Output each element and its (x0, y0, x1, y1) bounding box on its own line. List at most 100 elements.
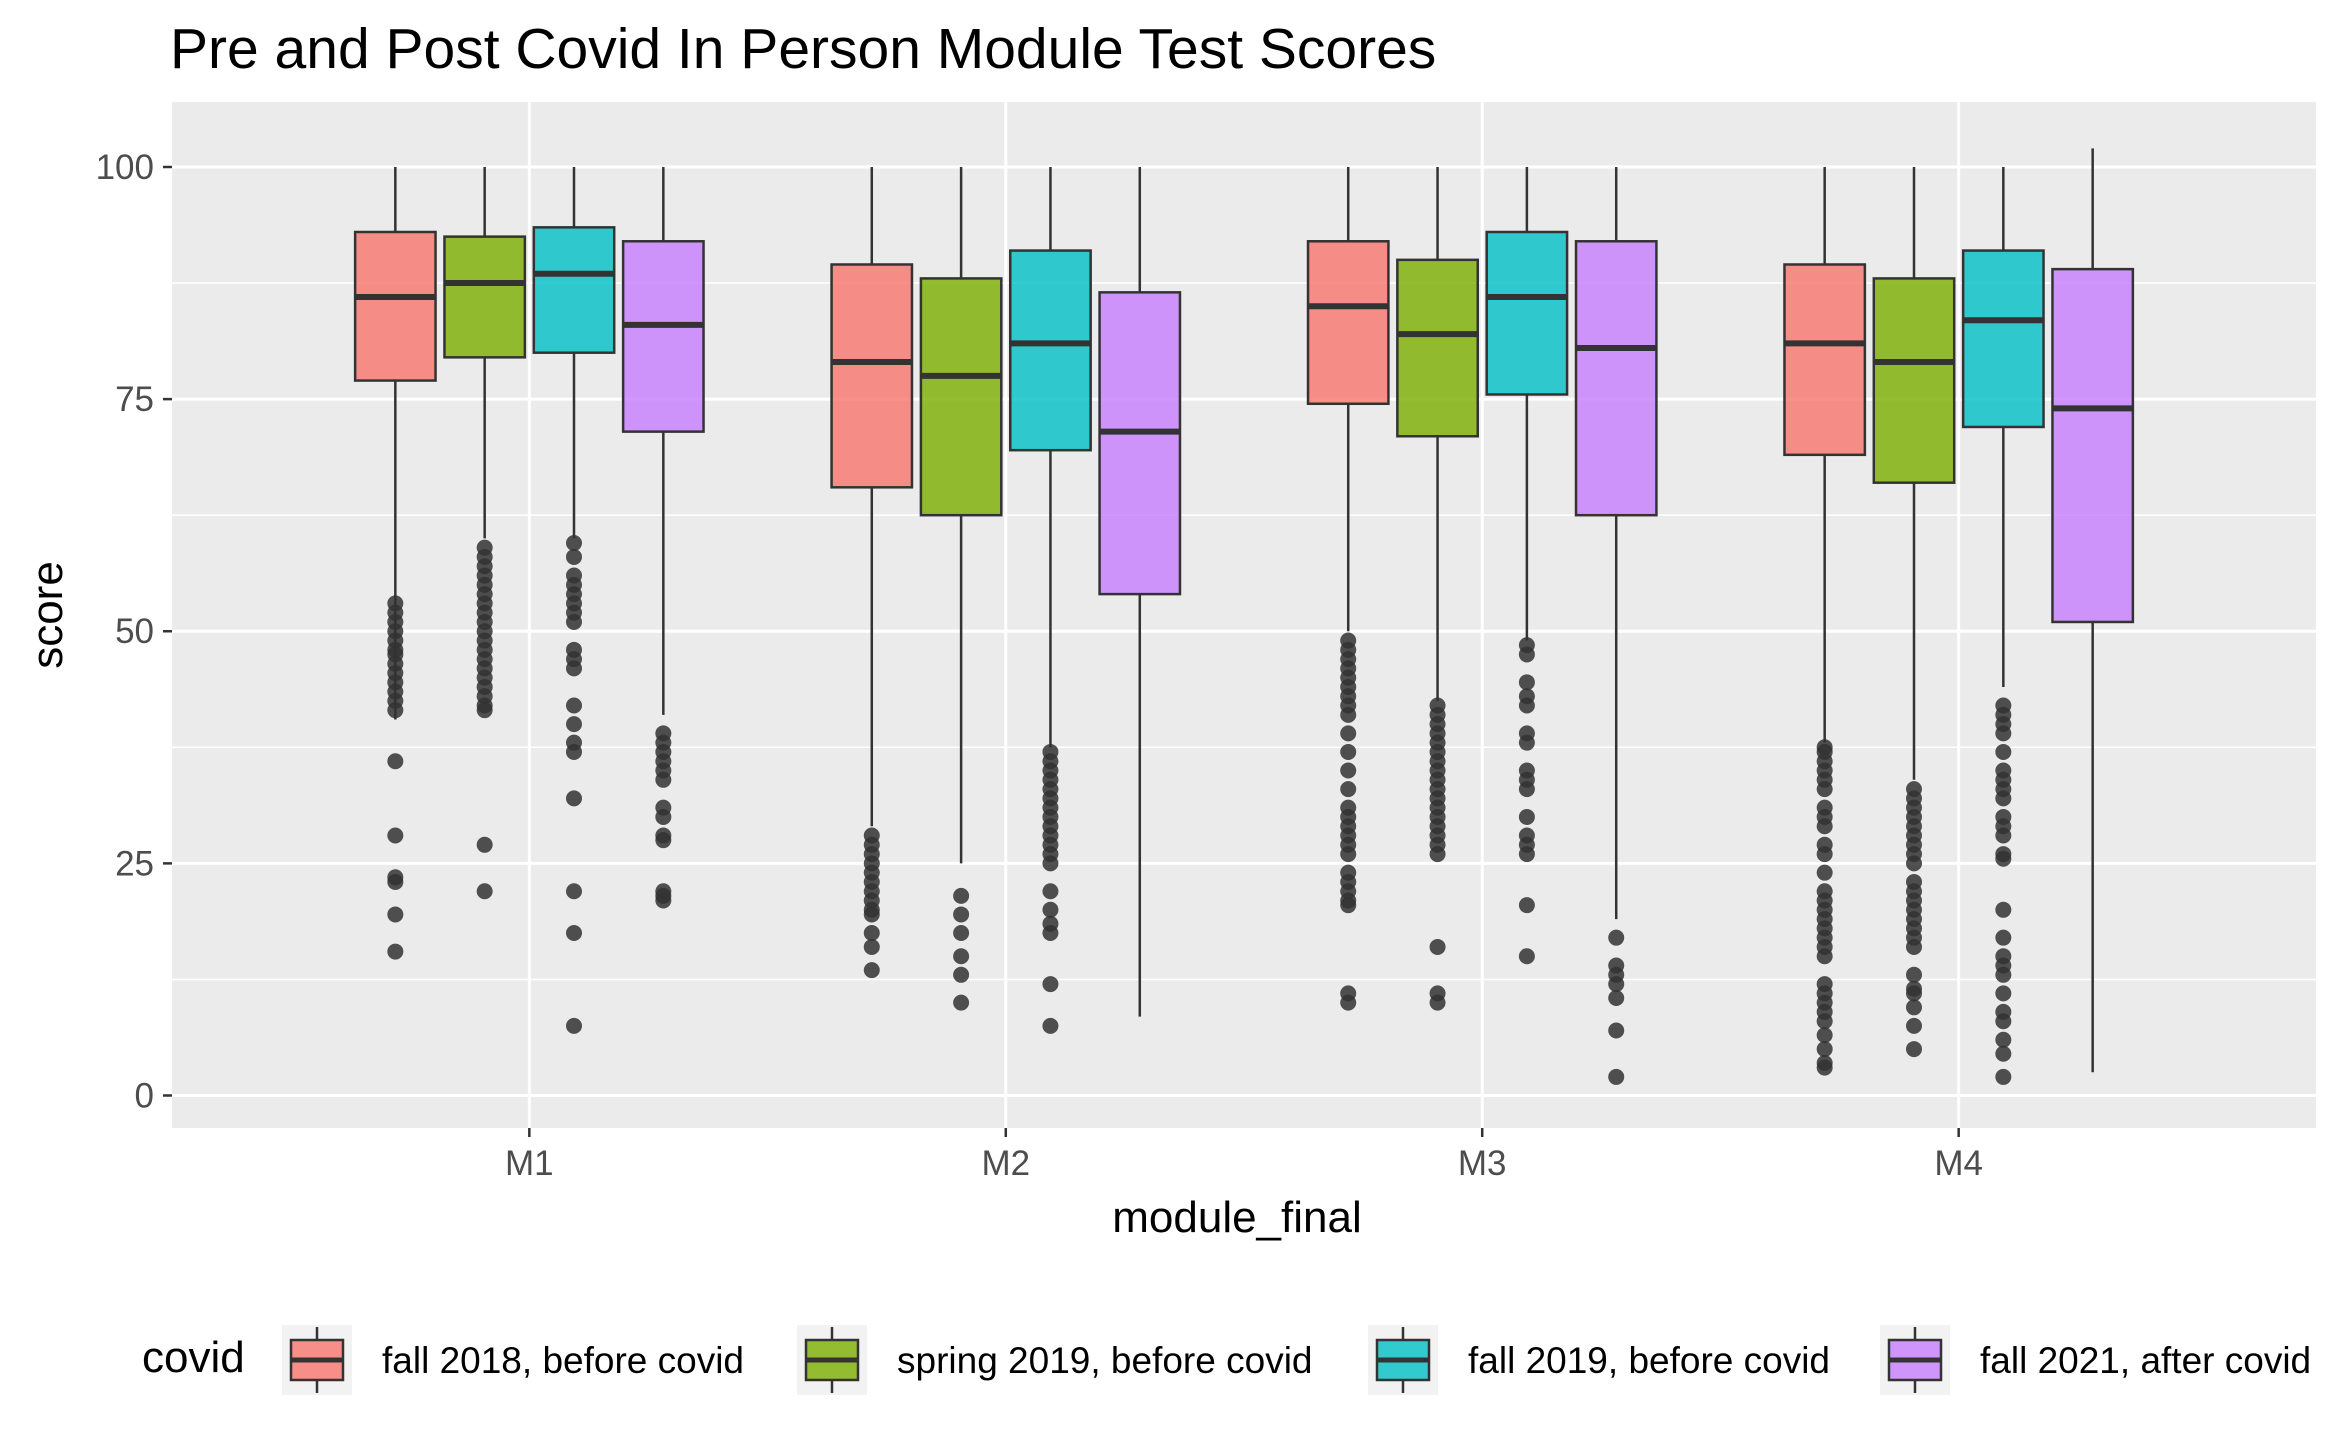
outlier-point (1608, 976, 1625, 993)
outlier-point (1816, 818, 1833, 835)
outlier-point (387, 943, 404, 960)
box-body (443, 235, 527, 359)
outlier-point (1995, 901, 2012, 918)
legend-label: fall 2019, before covid (1468, 1340, 1830, 1381)
outlier-point (1816, 781, 1833, 798)
outlier-point (1816, 948, 1833, 965)
box (621, 166, 705, 909)
outlier-point (953, 887, 970, 904)
box (919, 166, 1003, 1011)
chart-title: Pre and Post Covid In Person Module Test… (170, 17, 1436, 81)
grid-lines (172, 102, 2316, 1128)
outlier-point (1995, 790, 2012, 807)
box (1485, 166, 1569, 965)
legend-item: fall 2021, after covid (1880, 1325, 2311, 1395)
outlier-point (1816, 1027, 1833, 1044)
box (1396, 166, 1480, 1011)
outlier-point (1340, 706, 1357, 723)
outlier-point (1906, 985, 1922, 1002)
legend-title: covid (142, 1333, 245, 1382)
outlier-point (655, 892, 672, 909)
outlier-point (1995, 1031, 2012, 1048)
outlier-point (1608, 990, 1625, 1007)
outlier-point (476, 883, 493, 900)
series-group (443, 166, 1956, 1058)
outlier-point (953, 906, 970, 923)
outlier-point (1042, 1017, 1059, 1034)
legend-label: fall 2018, before covid (382, 1340, 744, 1381)
outlier-point (566, 613, 582, 630)
series-group (621, 148, 2135, 1085)
outlier-point (1608, 1068, 1625, 1085)
box (1574, 166, 1658, 1085)
box-body (1961, 249, 2045, 429)
outlier-point (1906, 999, 1922, 1016)
box (353, 166, 437, 960)
y-tick-label: 75 (115, 380, 154, 419)
x-tick-label: M3 (1458, 1144, 1507, 1183)
legend-label: fall 2021, after covid (1980, 1340, 2311, 1381)
outlier-point (1906, 966, 1922, 983)
outlier-point (566, 925, 582, 942)
box (532, 166, 616, 1034)
outlier-point (1995, 827, 2012, 844)
outlier-point (1995, 985, 2012, 1002)
outlier-point (1518, 846, 1535, 863)
outlier-point (566, 883, 582, 900)
box (1098, 166, 1182, 1017)
outlier-point (1995, 929, 2012, 946)
legend-item: spring 2019, before covid (797, 1325, 1313, 1395)
outlier-point (1906, 1017, 1922, 1034)
outlier-point (1340, 781, 1357, 798)
series-group (532, 166, 2045, 1085)
x-axis-title: module_final (1112, 1193, 1362, 1242)
series-group (353, 166, 1867, 1076)
outlier-point (1906, 1041, 1922, 1058)
y-tick-label: 25 (115, 844, 154, 883)
outlier-point (1429, 994, 1446, 1011)
x-tick-label: M2 (981, 1144, 1030, 1183)
box-body (1008, 249, 1092, 452)
outlier-point (1816, 846, 1833, 863)
outlier-point (1340, 762, 1357, 779)
outlier-point (863, 925, 880, 942)
outlier-point (863, 962, 880, 979)
outlier-point (1816, 1059, 1833, 1076)
outlier-point (1042, 901, 1059, 918)
legend-item: fall 2019, before covid (1368, 1325, 1830, 1395)
outlier-point (1608, 1022, 1625, 1039)
outlier-point (1995, 966, 2012, 983)
outlier-point (1608, 929, 1625, 946)
outlier-point (1340, 994, 1357, 1011)
outlier-point (1042, 925, 1059, 942)
outlier-point (1995, 850, 2012, 867)
outlier-point (1518, 697, 1535, 714)
outlier-point (655, 771, 672, 788)
x-tick-label: M1 (505, 1144, 554, 1183)
outlier-point (1518, 646, 1535, 663)
box-body (1872, 277, 1956, 484)
outlier-point (387, 873, 404, 890)
box-body (1098, 291, 1182, 596)
box (443, 166, 527, 900)
outlier-point (1042, 855, 1059, 872)
outlier-point (566, 535, 582, 552)
outlier-point (1340, 897, 1357, 914)
outlier-point (566, 697, 582, 714)
box-body (353, 230, 437, 382)
outlier-point (1340, 743, 1357, 760)
outlier-point (1042, 883, 1059, 900)
box (2051, 148, 2135, 1073)
outlier-point (1429, 846, 1446, 863)
y-tick-label: 0 (135, 1077, 154, 1116)
outlier-point (1518, 897, 1535, 914)
box-body (1306, 240, 1390, 406)
outlier-point (476, 702, 493, 719)
box-body (1783, 263, 1867, 457)
box (830, 166, 914, 979)
legend-label: spring 2019, before covid (897, 1340, 1313, 1381)
outlier-point (1995, 743, 2012, 760)
outlier-point (863, 906, 880, 923)
outlier-point (1995, 1045, 2012, 1062)
